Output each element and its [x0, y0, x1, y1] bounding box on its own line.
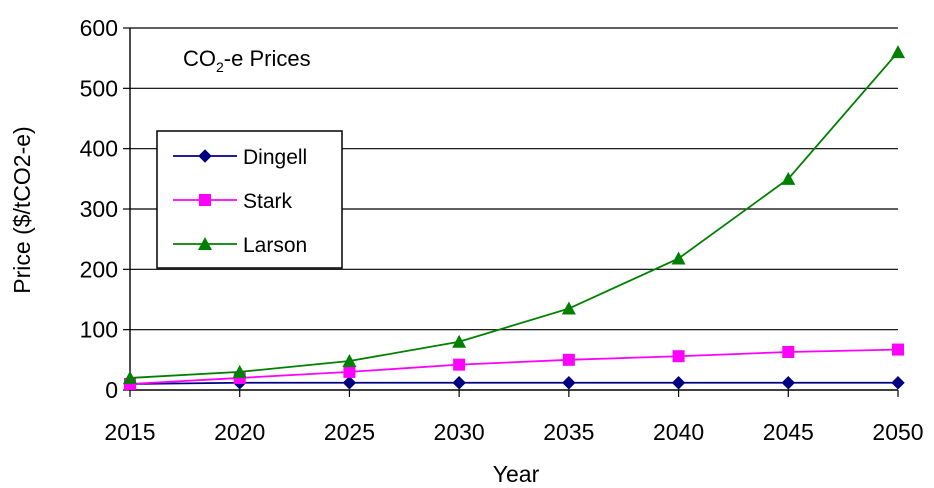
legend-label: Larson [243, 234, 307, 257]
legend-marker [199, 194, 211, 206]
y-tick-label: 400 [80, 136, 118, 162]
legend: Dingell Stark Larson [156, 130, 343, 269]
data-point [781, 171, 796, 185]
legend-item-stark: Stark [173, 190, 293, 213]
x-tick-label: 2050 [872, 419, 923, 445]
series-group [123, 45, 905, 391]
y-tick-labels: 0 100 200 300 400 500 600 [80, 15, 118, 403]
data-point [671, 251, 686, 265]
series-line [129, 348, 899, 385]
y-tick-label: 600 [80, 15, 118, 41]
series-larson [123, 45, 905, 384]
x-tick-labels: 2015 2020 2025 2030 2035 2040 2045 2050 [104, 419, 923, 445]
data-point [452, 376, 466, 390]
data-point [672, 350, 685, 363]
legend-item-dingell: Dingell [173, 146, 307, 169]
data-point [232, 364, 247, 378]
x-tick-label: 2025 [324, 419, 375, 445]
data-point [342, 376, 357, 390]
data-point [562, 353, 575, 366]
x-tick-label: 2020 [214, 419, 265, 445]
x-tick-label: 2045 [763, 419, 814, 445]
data-point [561, 301, 576, 315]
data-point [892, 343, 904, 356]
data-point [562, 376, 576, 390]
y-tick-label: 200 [80, 256, 118, 282]
y-tick-label: 500 [80, 75, 118, 101]
x-tick-label: 2015 [104, 419, 155, 445]
data-point [781, 376, 795, 390]
series-line [129, 51, 899, 379]
data-point [891, 45, 905, 59]
legend-item-larson: Larson [173, 234, 307, 257]
legend-label: Stark [243, 190, 293, 213]
x-tick-label: 2035 [543, 419, 594, 445]
data-point [782, 345, 795, 358]
axes [123, 27, 899, 397]
legend-label: Dingell [243, 146, 307, 169]
data-point [123, 370, 137, 384]
data-point [452, 334, 467, 348]
legend-marker [198, 149, 212, 163]
data-point [342, 354, 357, 368]
data-point [453, 358, 466, 371]
data-point [891, 376, 905, 390]
y-tick-label: 300 [80, 196, 118, 222]
data-point [671, 376, 686, 390]
chart-title: CO2-e Prices [183, 46, 311, 75]
series-line [129, 381, 898, 385]
y-tick-label: 0 [105, 377, 118, 403]
legend-marker [198, 237, 212, 250]
y-axis-title: Price ($/tCO2-e) [9, 126, 35, 293]
y-tick-label: 100 [80, 317, 118, 343]
x-tick-label: 2040 [653, 419, 704, 445]
x-tick-label: 2030 [434, 419, 485, 445]
x-axis-title: Year [493, 461, 540, 487]
data-point [343, 365, 356, 378]
